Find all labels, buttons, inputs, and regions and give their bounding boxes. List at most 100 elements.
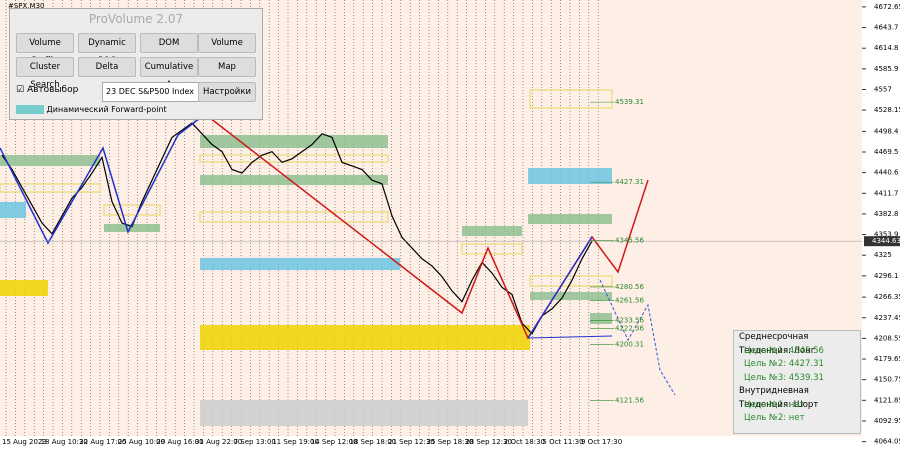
target-label: Цель №2: xyxy=(744,359,787,369)
y-tick-label: 4672.65 xyxy=(874,3,900,11)
value-area xyxy=(529,275,613,287)
volume-zone xyxy=(0,280,48,296)
current-price-box xyxy=(864,236,900,247)
x-tick-label: 18 Sep 18:00 xyxy=(349,438,396,446)
x-tick-label: 25 Sep 18:30 xyxy=(427,438,474,446)
y-tick-label: 4585.9 xyxy=(874,65,899,73)
volume-zone xyxy=(590,313,612,324)
panel-button[interactable]: Volume xyxy=(198,33,256,53)
level-label: 4121.56 xyxy=(615,397,644,405)
panel-button[interactable]: Cumulative Δ xyxy=(140,57,198,90)
target-value: 4345.56 xyxy=(788,345,824,356)
value-area xyxy=(199,211,389,223)
forward-point[interactable]: Динамический Forward-point xyxy=(16,105,167,114)
level-label: 4233.56 xyxy=(615,317,644,325)
target-label: Цель №1: xyxy=(744,399,787,410)
volume-zone xyxy=(200,325,530,350)
trend-info: Среднесрочная Тенденция: Лонг Цель №1: 43… xyxy=(733,330,861,434)
volume-zone xyxy=(104,224,160,232)
value-area xyxy=(461,243,523,255)
mid-trend: Среднесрочная Тенденция: Лонг xyxy=(739,332,816,356)
y-tick-label: 4440.6 xyxy=(874,169,899,177)
info-row: Цель №3: 4539.31 xyxy=(734,372,860,386)
symbol: #SPX,M30 xyxy=(8,2,45,10)
current-price-label: 4344.63 xyxy=(872,237,900,245)
y-tick-label: 4528.15 xyxy=(874,106,900,114)
panel-button[interactable]: DOM xyxy=(140,33,198,53)
volume-zone xyxy=(528,214,612,224)
forward-point-label: Динамический Forward-point xyxy=(46,105,167,114)
x-tick-label: 28 Sep 12:30 xyxy=(465,438,512,446)
y-tick-label: 4208.55 xyxy=(874,334,900,342)
info-row: Цель №1: нет xyxy=(734,399,860,413)
value-area xyxy=(0,183,101,193)
panel-button[interactable]: Volume Profile xyxy=(16,33,74,66)
instrument-select[interactable]: 23 DEC S&P500 Index xyxy=(102,82,207,102)
y-tick-label: 4353.9 xyxy=(874,231,899,239)
level-label: 4280.56 xyxy=(615,283,644,291)
target-label: Цель №1: xyxy=(744,345,787,356)
x-tick-label: 25 Aug 10:00 xyxy=(118,438,165,446)
level-label: 4200.31 xyxy=(615,340,644,348)
settings-button[interactable]: Настройки xyxy=(198,82,256,102)
auto-select-label: Автовыбор xyxy=(26,85,79,95)
level-label: 4539.31 xyxy=(615,98,644,106)
x-tick-label: 7 Sep 13:00 xyxy=(234,438,276,446)
volume-zone xyxy=(530,292,612,300)
level-label: 4222.36 xyxy=(615,325,644,333)
x-tick-label: 22 Aug 17:00 xyxy=(79,438,126,446)
price-line xyxy=(1,122,593,335)
y-tick-label: 4092.95 xyxy=(874,417,900,425)
x-tick-label: 21 Sep 12:30 xyxy=(388,438,435,446)
y-tick-label: 4325 xyxy=(874,251,892,259)
x-tick-label: 29 Aug 16:00 xyxy=(156,438,203,446)
x-tick-label: 15 Aug 2023 xyxy=(2,438,47,446)
value-area xyxy=(199,154,389,163)
x-tick-label: 9 Oct 17:30 xyxy=(581,438,622,446)
y-tick-label: 4614.8 xyxy=(874,44,899,52)
volume-zone xyxy=(200,175,388,185)
target-value: нет xyxy=(788,399,805,410)
y-tick-label: 4411.7 xyxy=(874,189,899,197)
support-line xyxy=(527,335,613,339)
level-label: 4427.31 xyxy=(615,178,644,186)
provolume-panel: ProVolume 2.07 Volume ProfileDynamic POC… xyxy=(9,8,263,120)
panel-button[interactable]: Map xyxy=(198,57,256,77)
y-tick-label: 4296.1 xyxy=(874,272,899,280)
x-tick-label: 14 Sep 12:00 xyxy=(311,438,358,446)
value-area xyxy=(529,89,613,109)
volume-zone xyxy=(462,226,522,236)
zigzag-blue2 xyxy=(527,236,593,339)
intraday-trend: Внутридневная Тенденция: Шорт xyxy=(739,386,819,410)
time-axis xyxy=(0,436,862,449)
y-tick-label: 4643.7 xyxy=(874,24,899,32)
y-tick-label: 4150.75 xyxy=(874,376,900,384)
y-tick-label: 4498.4 xyxy=(874,127,899,135)
y-tick-label: 4064.05 xyxy=(874,438,900,446)
panel-button[interactable]: Delta xyxy=(78,57,136,77)
y-tick-label: 4382.8 xyxy=(874,210,899,218)
volume-zone xyxy=(200,135,388,148)
volume-zone xyxy=(0,202,26,218)
info-row: Цель №1: 4345.56 xyxy=(734,345,860,359)
x-tick-label: 31 Aug 22:00 xyxy=(195,438,242,446)
volume-zone xyxy=(528,168,612,184)
level-label: 4261.56 xyxy=(615,297,644,305)
zigzag-blue xyxy=(0,117,201,245)
y-tick-label: 4121.85 xyxy=(874,396,900,404)
x-tick-label: 5 Oct 11:30 xyxy=(542,438,583,446)
x-tick-label: 18 Aug 10:30 xyxy=(41,438,88,446)
panel-button[interactable]: Dynamic POC xyxy=(78,33,136,66)
target-value: 4539.31 xyxy=(788,372,824,383)
target-label: Цель №3: xyxy=(744,372,787,383)
y-tick-label: 4557 xyxy=(874,86,892,94)
y-tick-label: 4469.5 xyxy=(874,148,899,156)
target-label: Цель №2: xyxy=(744,413,787,423)
volume-zone xyxy=(200,400,528,426)
volume-zone xyxy=(200,258,400,270)
y-tick-label: 4179.65 xyxy=(874,355,900,363)
auto-select[interactable]: ☑ Автовыбор xyxy=(16,85,79,95)
panel-button[interactable]: Cluster Search xyxy=(16,57,74,90)
target-value: нет xyxy=(788,413,805,423)
volume-zone xyxy=(0,155,100,166)
